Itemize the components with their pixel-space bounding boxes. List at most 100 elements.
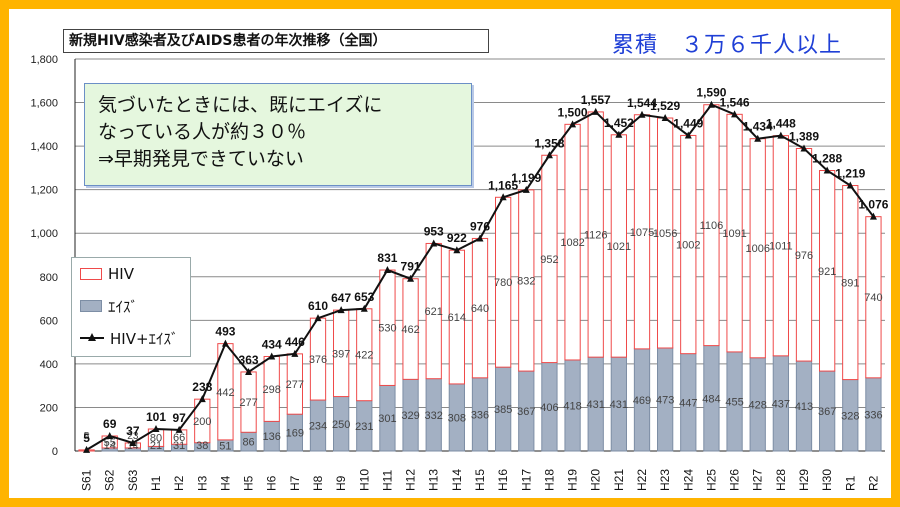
data-label-hiv: 5 (84, 431, 90, 442)
data-label-hiv: 1002 (676, 240, 700, 252)
x-tick-label: H30 (820, 469, 834, 491)
total-point (221, 339, 229, 347)
x-tick-label: S62 (103, 469, 117, 491)
x-tick-label: H13 (427, 469, 441, 491)
total-point (754, 134, 762, 142)
data-label-total: 1,434 (743, 120, 773, 134)
legend-item-hiv: HIV (80, 264, 134, 284)
data-label-total: 1,358 (534, 136, 564, 150)
total-point (731, 110, 739, 118)
y-tick-label: 1,800 (30, 54, 58, 66)
data-label-total: 69 (103, 417, 117, 431)
data-label-aids: 51 (219, 440, 231, 452)
total-point (314, 314, 322, 322)
x-tick-label: H26 (728, 469, 742, 491)
data-label-total: 97 (172, 411, 186, 425)
legend-item-total: HIV+ｴｲｽﾞ (80, 328, 179, 348)
x-tick-label: H24 (681, 469, 695, 491)
data-label-aids: 431 (587, 399, 605, 411)
x-tick-label: H22 (635, 469, 649, 491)
data-label-total: 493 (215, 325, 235, 339)
data-label-total: 791 (401, 260, 421, 274)
data-label-hiv: 1075 (630, 227, 654, 239)
x-tick-label: H19 (566, 469, 580, 491)
x-tick-label: H23 (658, 469, 672, 491)
x-tick-label: H27 (751, 469, 765, 491)
x-tick-label: H2 (172, 475, 186, 491)
data-label-hiv: 530 (378, 323, 396, 335)
total-point (800, 144, 808, 152)
data-label-total: 1,448 (766, 117, 796, 131)
x-tick-label: H29 (797, 469, 811, 491)
total-point (129, 438, 137, 446)
data-label-aids: 418 (563, 400, 581, 412)
total-point (615, 130, 623, 138)
data-label-aids: 437 (772, 398, 790, 410)
data-label-aids: 328 (841, 410, 859, 422)
data-label-hiv: 55 (104, 437, 116, 449)
data-label-total: 1,389 (789, 130, 819, 144)
total-point (661, 114, 669, 122)
chart-legend: HIV ｴｲｽﾞ HIV+ｴｲｽﾞ (71, 257, 191, 357)
data-label-aids: 169 (286, 428, 304, 440)
data-label-total: 37 (126, 424, 140, 438)
data-label-hiv: 1126 (584, 230, 608, 242)
data-label-total: 363 (239, 353, 259, 367)
x-tick-label: H20 (589, 469, 603, 491)
data-label-hiv: 921 (818, 266, 836, 278)
data-label-hiv: 621 (425, 306, 443, 318)
x-tick-label: S63 (126, 469, 140, 491)
total-point (360, 304, 368, 312)
total-point (106, 431, 114, 439)
x-tick-label: H15 (473, 469, 487, 491)
data-label-hiv: 780 (494, 277, 512, 289)
y-tick-label: 1,200 (30, 185, 58, 197)
total-point (707, 100, 715, 108)
data-label-total: 647 (331, 291, 351, 305)
data-label-aids: 336 (471, 409, 489, 421)
data-label-total: 831 (377, 251, 397, 265)
data-label-aids: 431 (610, 399, 628, 411)
total-point (592, 107, 600, 115)
data-label-aids: 367 (517, 406, 535, 418)
y-tick-label: 800 (40, 272, 58, 284)
total-point (499, 193, 507, 201)
x-tick-label: H11 (380, 470, 394, 491)
data-label-total: 1,452 (604, 116, 634, 130)
data-label-hiv: 1056 (653, 228, 677, 240)
y-tick-label: 200 (40, 402, 58, 414)
data-label-total: 1,449 (673, 116, 703, 130)
x-tick-label: H25 (704, 469, 718, 491)
data-label-aids: 336 (864, 409, 882, 421)
total-point (638, 110, 646, 118)
data-label-total: 610 (308, 299, 328, 313)
total-point (869, 212, 877, 220)
total-point (476, 234, 484, 242)
x-tick-label: H17 (519, 469, 533, 491)
x-tick-label: H6 (265, 475, 279, 491)
data-label-hiv: 640 (471, 303, 489, 315)
total-point (83, 445, 91, 453)
x-tick-label: S61 (80, 469, 94, 491)
y-tick-label: 1,400 (30, 141, 58, 153)
total-point (545, 151, 553, 159)
data-label-hiv: 1006 (745, 243, 769, 255)
data-label-total: 101 (146, 410, 166, 424)
x-tick-label: H28 (774, 469, 788, 491)
data-label-aids: 447 (679, 397, 697, 409)
data-label-aids: 484 (702, 393, 720, 405)
total-point (291, 349, 299, 357)
data-label-total: 1,544 (627, 96, 657, 110)
x-tick-label: H18 (542, 469, 556, 491)
data-label-aids: 469 (633, 395, 651, 407)
chart-title: 新規HIV感染者及びAIDS患者の年次推移（全国） (63, 29, 489, 53)
total-point (522, 185, 530, 193)
data-label-total: 1,288 (812, 152, 842, 166)
x-tick-label: H16 (496, 469, 510, 491)
data-label-aids: 14 (127, 441, 139, 452)
data-label-total: 1,590 (696, 86, 726, 100)
total-point (823, 166, 831, 174)
data-label-hiv: 1021 (607, 241, 631, 253)
data-label-hiv: 298 (263, 384, 281, 396)
data-label-total: 446 (285, 335, 305, 349)
